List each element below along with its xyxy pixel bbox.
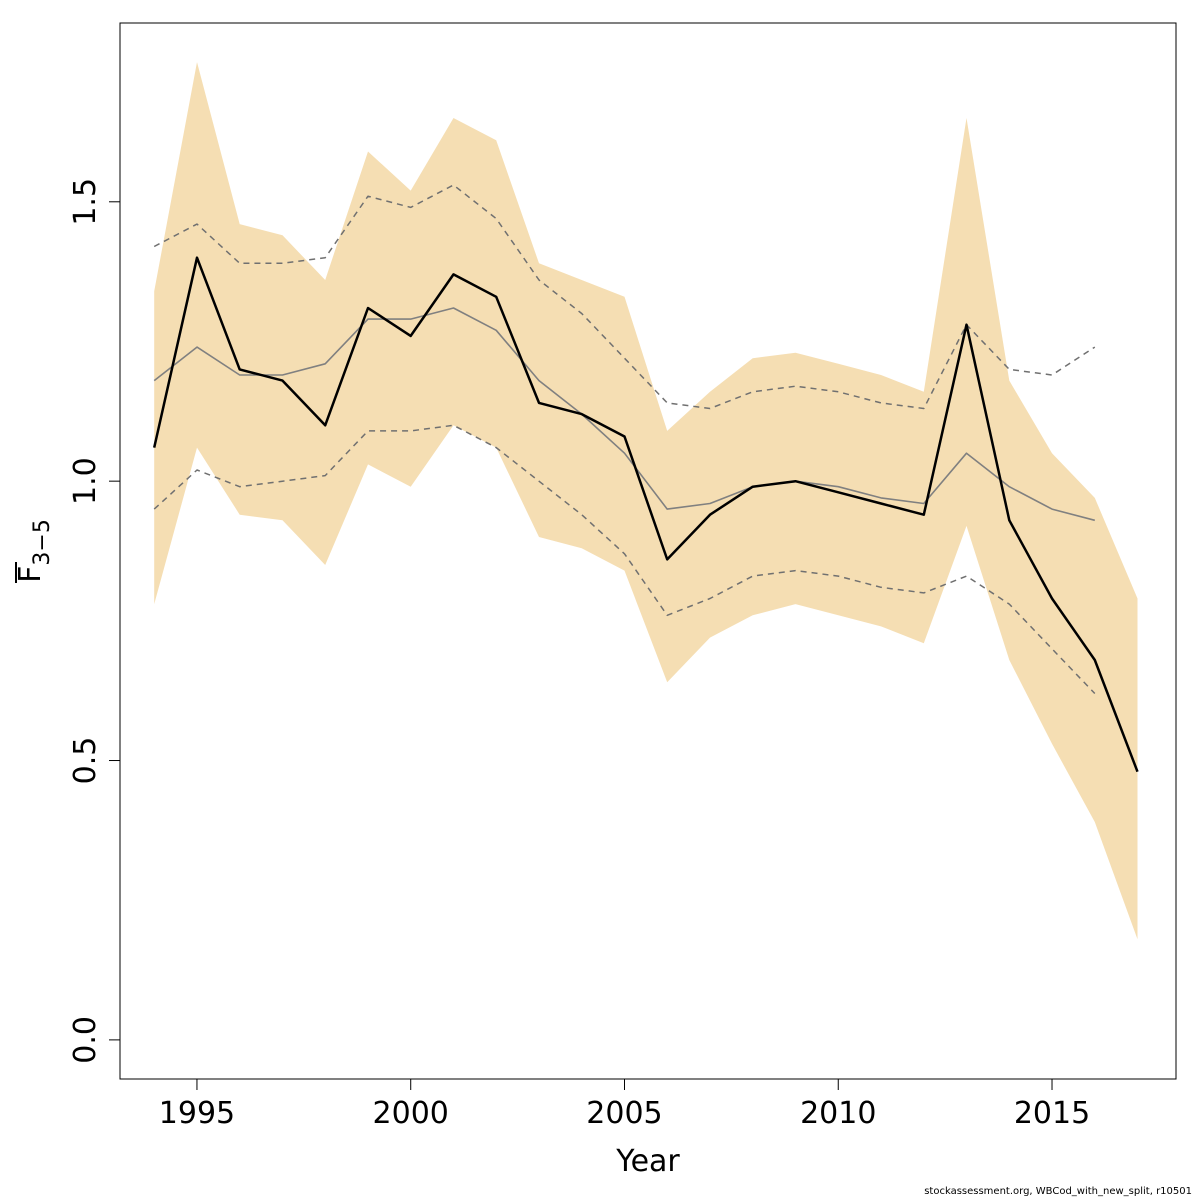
y-tick-label: 1.0 [68,457,103,505]
estimate-line [152,256,1139,773]
x-tick-label: 2000 [373,1096,449,1131]
x-tick-label: 2010 [800,1096,876,1131]
y-axis-title-main: F [13,566,48,583]
footer-credit: stockassessment.org, WBCod_with_new_spli… [924,1186,1192,1197]
x-axis-title: Year [615,1144,680,1179]
y-tick-label: 1.5 [68,178,103,226]
svg-text:F3−5: F3−5 [13,519,55,583]
y-axis-title-subscript: 3−5 [30,519,55,565]
x-tick-label: 2005 [586,1096,662,1131]
x-tick-label: 1995 [159,1096,235,1131]
y-tick-label: 0.5 [68,737,103,785]
retro-mean-line [153,307,1096,522]
retro-upper-line [153,184,1096,410]
y-tick-label: 0.0 [68,1016,103,1064]
x-tick-label: 2015 [1014,1096,1090,1131]
y-axis: 0.0 0.5 1.0 1.5 [68,178,120,1064]
y-axis-title: F3−5 [13,519,55,583]
plot-frame [119,22,1177,1080]
x-axis: 1995 2000 2005 2010 2015 [159,1079,1090,1131]
retro-lower-line [153,424,1096,695]
